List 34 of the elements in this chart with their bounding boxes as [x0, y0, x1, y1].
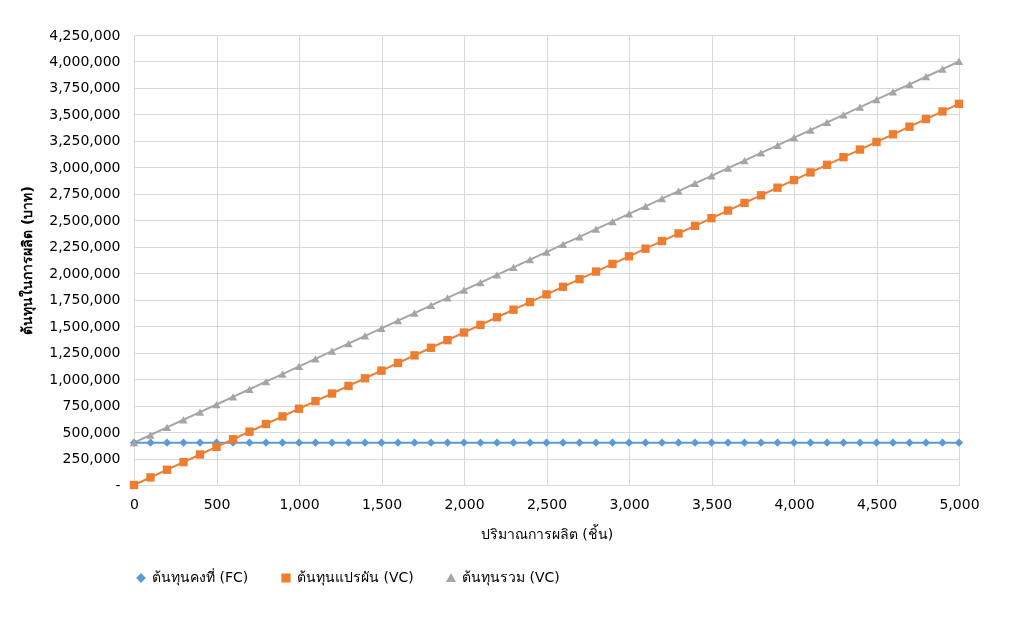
legend-label: ต้นทุนแปรผัน (VC)	[297, 569, 414, 586]
y-tick-label: 1,000,000	[49, 370, 121, 387]
y-tick-label: 1,250,000	[49, 344, 121, 361]
y-axis-title: ต้นทุนในการผลิต (บาท)	[18, 186, 37, 335]
y-tick-label: 3,000,000	[49, 158, 121, 175]
y-tick-label: 1,500,000	[49, 317, 121, 334]
x-tick-label: 2,000	[444, 495, 485, 512]
y-tick-label: 2,500,000	[49, 211, 121, 228]
x-tick-label: 500	[203, 495, 231, 512]
y-tick-label: 3,250,000	[49, 132, 121, 149]
x-tick-label: 3,000	[609, 495, 650, 512]
x-tick-label: 4,500	[856, 495, 898, 512]
legend-label: ต้นทุนคงที่ (FC)	[152, 568, 249, 586]
x-tick-label: 4,000	[774, 495, 815, 512]
y-tick-label: 4,000,000	[49, 52, 121, 69]
y-tick-label: 3,500,000	[49, 105, 121, 122]
x-tick-label: 0	[130, 495, 139, 512]
y-tick-label: 4,250,000	[49, 26, 121, 43]
x-tick-label: 1,000	[279, 495, 320, 512]
y-tick-label: 2,000,000	[49, 264, 121, 281]
y-tick-label: 2,250,000	[49, 238, 121, 255]
legend-label: ต้นทุนรวม (VC)	[462, 569, 560, 586]
y-tick-label: 250,000	[62, 450, 121, 467]
y-tick-label: 500,000	[62, 423, 121, 440]
y-tick-label: -	[115, 476, 121, 493]
x-tick-label: 1,500	[361, 495, 403, 512]
y-tick-label: 3,750,000	[49, 79, 121, 96]
x-tick-label: 2,500	[526, 495, 568, 512]
y-tick-label: 750,000	[62, 397, 121, 414]
x-tick-label: 5,000	[939, 495, 980, 512]
y-tick-label: 1,750,000	[49, 291, 121, 308]
x-tick-label: 3,500	[691, 495, 733, 512]
x-axis-title: ปริมาณการผลิต (ชิ้น)	[480, 523, 614, 542]
y-tick-label: 2,750,000	[49, 185, 121, 202]
